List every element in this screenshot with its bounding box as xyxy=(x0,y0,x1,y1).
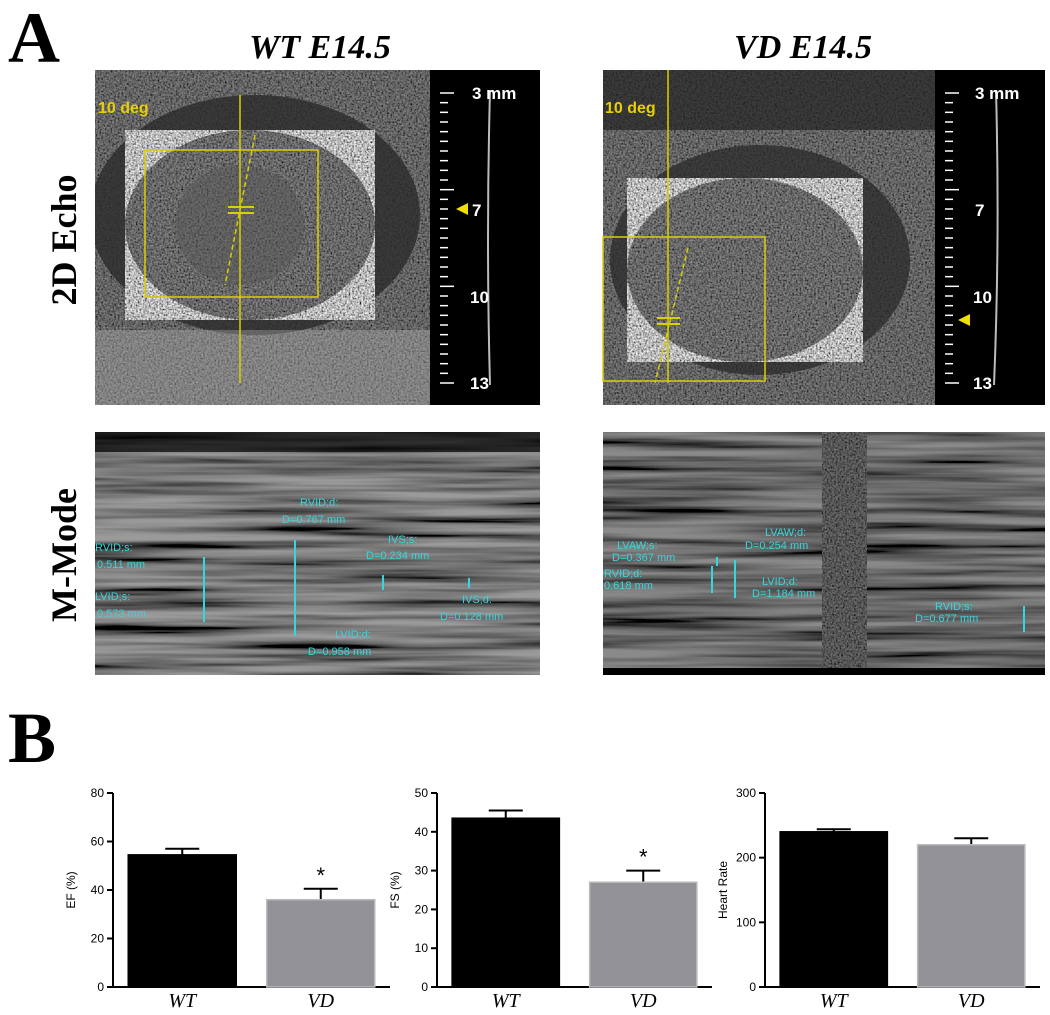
scale-label: 10 xyxy=(973,288,992,307)
scale-label: 7 xyxy=(975,201,984,220)
row-title: 2D Echo xyxy=(44,174,84,305)
scale-label: 3 mm xyxy=(472,84,516,103)
x-tick-label: WT xyxy=(168,990,198,1012)
scale-label: 7 xyxy=(472,201,481,220)
y-tick-label: 10 xyxy=(415,941,429,955)
row-title: M-Mode xyxy=(44,488,84,622)
significance-mark: * xyxy=(639,845,648,870)
angle-label: 10 deg xyxy=(605,100,656,117)
y-tick-label: 20 xyxy=(91,932,105,946)
y-tick-label: 40 xyxy=(415,825,429,839)
bar xyxy=(265,898,376,988)
y-axis-label: EF (%) xyxy=(64,871,78,908)
y-tick-label: 300 xyxy=(736,786,756,800)
measurement: LVAW;d: xyxy=(765,527,806,539)
measurement: D=0.767 mm xyxy=(282,514,345,526)
measurement: LVID;d: xyxy=(762,576,798,588)
measurement: D=0.234 mm xyxy=(366,550,429,562)
y-tick-label: 100 xyxy=(736,915,756,929)
y-axis-label: FS (%) xyxy=(388,871,402,908)
measurement: D=1.184 mm xyxy=(752,588,815,600)
scale-label: 3 mm xyxy=(975,84,1019,103)
measurement: IVS;d: xyxy=(462,594,492,606)
y-tick-label: 80 xyxy=(91,786,105,800)
scale-label: 13 xyxy=(973,374,992,393)
mmode-image: RVID;d: D=0.767 mm RVID;s: 0.511 mm IVS;… xyxy=(95,432,540,675)
measurement: RVID;s: xyxy=(95,542,133,554)
measurement: RVID;s: xyxy=(935,601,973,613)
x-tick-label: WT xyxy=(492,990,522,1012)
y-tick-label: 50 xyxy=(415,786,429,800)
bar xyxy=(779,831,889,988)
panel-label: B xyxy=(8,698,56,778)
echo-image: 10 deg 3 mm 7 10 13 xyxy=(95,70,540,405)
panel-label: A xyxy=(8,0,60,78)
measurement: D=0.677 mm xyxy=(915,613,978,625)
y-axis-label: Heart Rate xyxy=(716,861,730,919)
x-tick-label: VD xyxy=(630,990,657,1012)
measurement: D=0.367 mm xyxy=(612,552,675,564)
y-tick-label: 40 xyxy=(91,883,105,897)
y-tick-label: 0 xyxy=(97,980,104,994)
bar xyxy=(916,843,1026,988)
scale-label: 13 xyxy=(470,374,489,393)
y-tick-label: 30 xyxy=(415,864,429,878)
x-tick-label: WT xyxy=(820,990,850,1012)
measurement: D=0.254 mm xyxy=(745,540,808,552)
measurement: RVID;d: xyxy=(300,497,338,509)
y-tick-label: 200 xyxy=(736,851,756,865)
measurement: 0.618 mm xyxy=(604,580,653,592)
column-title: VD E14.5 xyxy=(734,29,872,66)
x-tick-label: VD xyxy=(307,990,334,1012)
measurement: LVID;d: xyxy=(335,629,371,641)
mmode-image: LVAW;d: D=0.254 mm LVAW;s: D=0.367 mm RV… xyxy=(603,432,1045,675)
y-tick-label: 60 xyxy=(91,835,105,849)
scale-label: 10 xyxy=(470,288,489,307)
measurement: LVAW;s: xyxy=(617,540,658,552)
echo-image: 10 deg 3 mm 7 10 13 xyxy=(602,70,1045,405)
significance-mark: * xyxy=(316,863,325,888)
measurement: 0.511 mm xyxy=(97,559,145,571)
y-tick-label: 0 xyxy=(749,980,756,994)
column-title: WT E14.5 xyxy=(249,29,391,66)
measurement: LVID;s: xyxy=(95,591,130,603)
y-tick-label: 0 xyxy=(421,980,428,994)
angle-label: 10 deg xyxy=(98,100,149,117)
x-tick-label: VD xyxy=(958,990,985,1012)
measurement: D=0.958 mm xyxy=(308,646,371,658)
measurement: RVID;d: xyxy=(604,568,642,580)
measurement: 0.573 mm xyxy=(97,608,146,620)
measurement: D=0.128 mm xyxy=(440,611,503,623)
bar xyxy=(588,881,698,988)
bar xyxy=(451,817,561,988)
y-tick-label: 20 xyxy=(415,902,429,916)
bar xyxy=(127,854,238,988)
measurement: IVS;s: xyxy=(388,534,417,546)
